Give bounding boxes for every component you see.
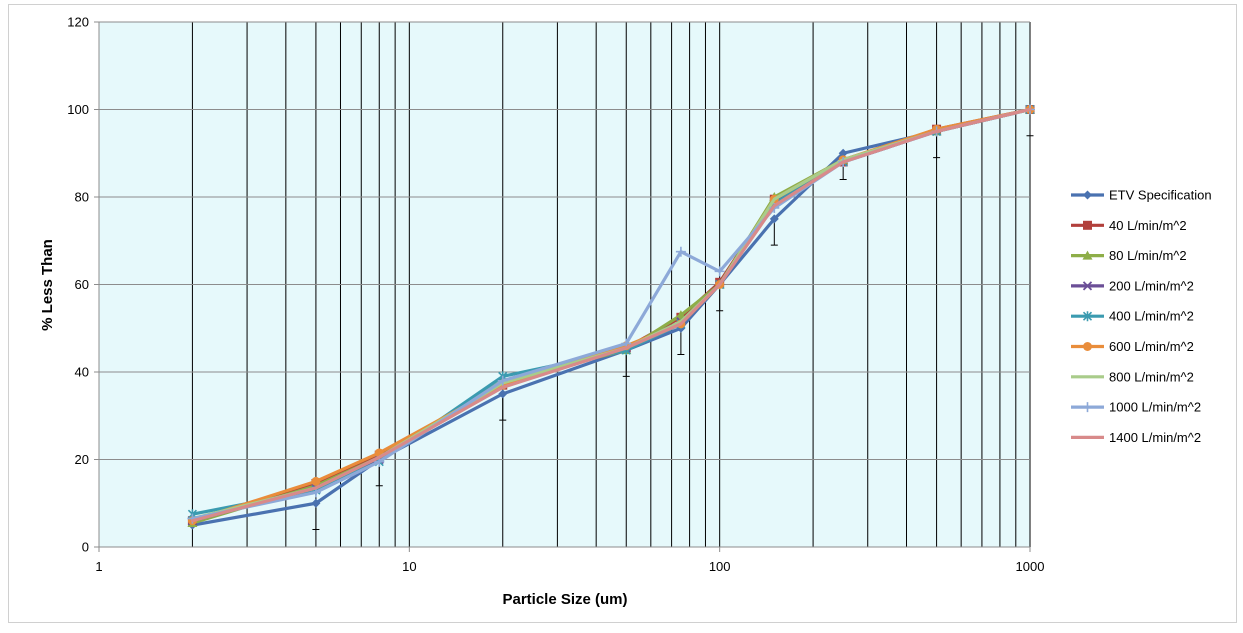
y-tick-label: 120 bbox=[67, 15, 89, 30]
legend-label: 800 L/min/m^2 bbox=[1109, 369, 1194, 384]
data-point bbox=[714, 266, 725, 277]
y-tick-label: 0 bbox=[82, 540, 89, 555]
legend-item: ETV Specification bbox=[1071, 188, 1212, 203]
data-point bbox=[311, 498, 321, 508]
legend-label: 200 L/min/m^2 bbox=[1109, 278, 1194, 293]
data-point bbox=[769, 214, 779, 224]
legend-marker bbox=[1082, 281, 1093, 291]
y-tick-label: 20 bbox=[75, 452, 89, 467]
series-9 bbox=[190, 107, 1032, 523]
y-axis-title: % Less Than bbox=[39, 239, 56, 331]
y-tick-label: 80 bbox=[75, 190, 89, 205]
x-tick-label: 1 bbox=[95, 559, 102, 574]
legend-item: 1000 L/min/m^2 bbox=[1071, 400, 1201, 415]
y-tick-labels: 0 20 40 60 80 100 120 bbox=[67, 15, 89, 555]
series-line bbox=[190, 107, 1032, 523]
legend-label: 1400 L/min/m^2 bbox=[1109, 430, 1201, 445]
data-point bbox=[497, 375, 508, 386]
legend-marker bbox=[1082, 250, 1093, 260]
legend-label: 600 L/min/m^2 bbox=[1109, 339, 1194, 354]
x-axis-title: Particle Size (um) bbox=[502, 591, 627, 608]
legend-marker bbox=[1082, 402, 1093, 413]
legend-label: 40 L/min/m^2 bbox=[1109, 218, 1187, 233]
legend-marker bbox=[1083, 190, 1092, 200]
legend-label: ETV Specification bbox=[1109, 188, 1212, 203]
data-point bbox=[498, 389, 508, 399]
legend-item: 600 L/min/m^2 bbox=[1071, 339, 1194, 354]
y-tick-label: 60 bbox=[75, 277, 89, 292]
data-point bbox=[838, 148, 848, 158]
data-point bbox=[311, 476, 321, 486]
legend-item: 400 L/min/m^2 bbox=[1071, 309, 1194, 324]
data-point bbox=[675, 310, 686, 320]
data-point bbox=[675, 246, 686, 257]
x-tick-label: 100 bbox=[709, 559, 731, 574]
legend-item: 800 L/min/m^2 bbox=[1071, 369, 1194, 384]
series-lines bbox=[187, 104, 1035, 530]
x-tick-labels: 1 10 100 1000 bbox=[95, 547, 1044, 574]
y-tick-label: 40 bbox=[75, 365, 89, 380]
y-tick-label: 100 bbox=[67, 102, 89, 117]
legend: ETV Specification 40 L/min/m^2 80 L/min/m^… bbox=[1071, 188, 1212, 445]
x-tick-label: 1000 bbox=[1016, 559, 1045, 574]
legend-item: 200 L/min/m^2 bbox=[1071, 278, 1194, 293]
legend-marker bbox=[1082, 311, 1093, 322]
legend-label: 400 L/min/m^2 bbox=[1109, 309, 1194, 324]
legend-label: 1000 L/min/m^2 bbox=[1109, 400, 1201, 415]
legend-marker bbox=[1083, 342, 1092, 351]
legend-item: 1400 L/min/m^2 bbox=[1071, 430, 1201, 445]
axes bbox=[98, 22, 1030, 548]
legend-marker bbox=[1083, 220, 1092, 230]
x-tick-label: 10 bbox=[402, 559, 416, 574]
legend-label: 80 L/min/m^2 bbox=[1109, 248, 1187, 263]
legend-item: 40 L/min/m^2 bbox=[1071, 218, 1187, 233]
legend-item: 80 L/min/m^2 bbox=[1071, 248, 1187, 263]
